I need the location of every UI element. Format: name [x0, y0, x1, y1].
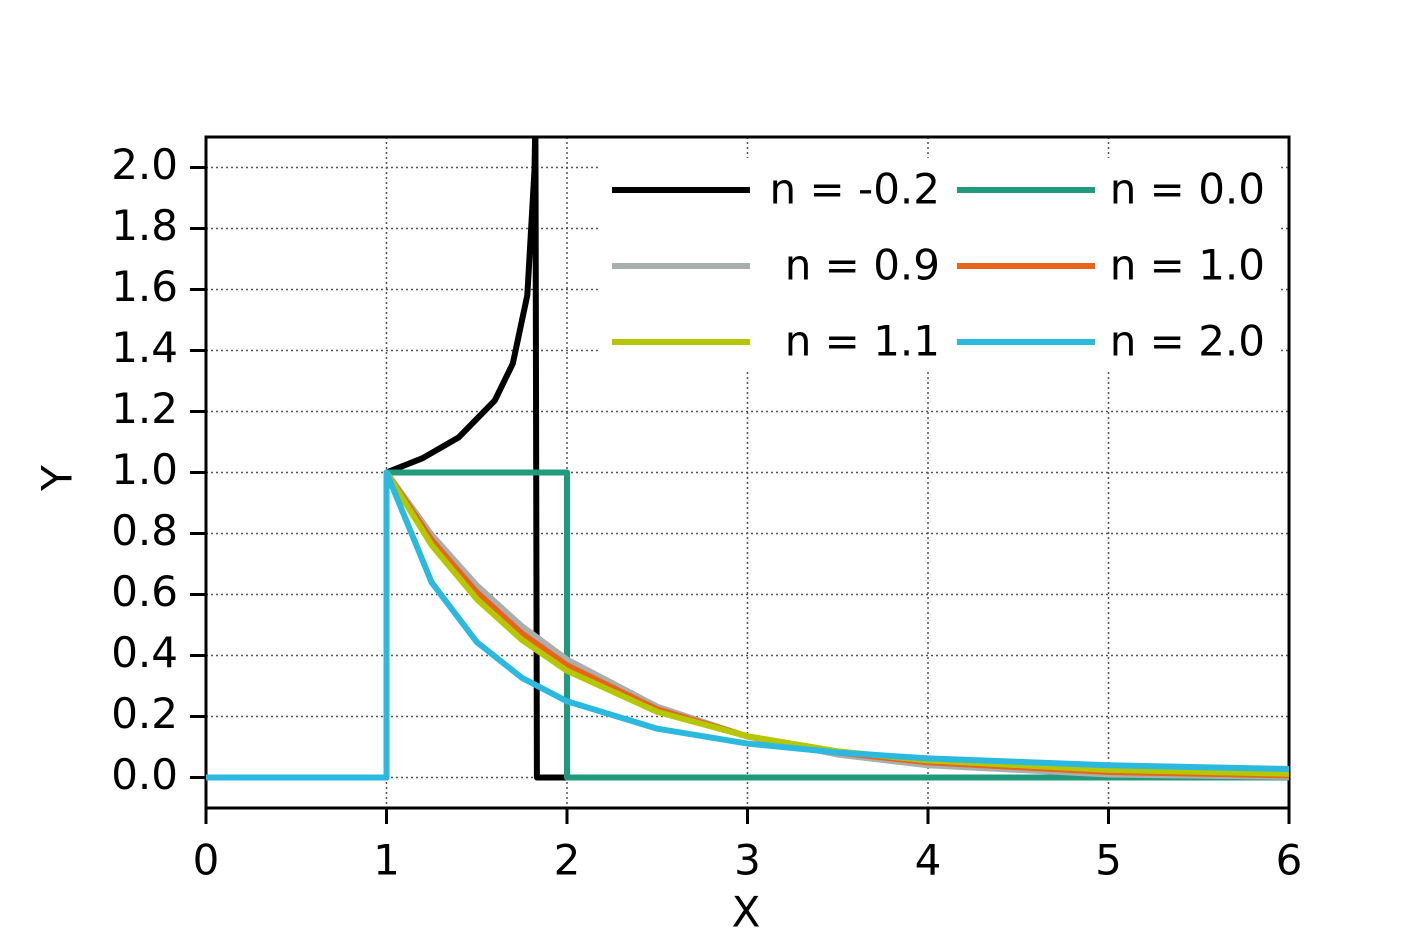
y-tick-label: 1.8 — [111, 201, 178, 250]
y-tick-label: 2.0 — [111, 140, 178, 189]
legend-label: n = 1.1 — [785, 317, 940, 366]
legend-label: n = -0.2 — [770, 165, 940, 214]
y-tick-label: 1.0 — [111, 445, 178, 494]
legend-label: n = 1.0 — [1110, 241, 1265, 290]
x-tick-label: 0 — [193, 836, 220, 885]
legend-label: n = 0.0 — [1110, 165, 1265, 214]
y-tick-label: 1.4 — [111, 323, 178, 372]
y-tick-label: 0.6 — [111, 567, 178, 616]
x-tick-label: 4 — [915, 836, 942, 885]
legend-label: n = 0.9 — [785, 241, 940, 290]
y-tick-label: 0.0 — [111, 750, 178, 799]
y-tick-label: 0.4 — [111, 628, 178, 677]
y-axis-label: Y — [33, 465, 82, 492]
plot-area — [206, 137, 1289, 781]
x-tick-label: 6 — [1276, 836, 1303, 885]
x-tick-label: 1 — [373, 836, 400, 885]
x-tick-label: 5 — [1095, 836, 1122, 885]
y-tick-label: 0.8 — [111, 506, 178, 555]
y-tick-label: 0.2 — [111, 689, 178, 738]
x-tick-label: 3 — [734, 836, 761, 885]
x-tick-label: 2 — [554, 836, 581, 885]
legend-label: n = 2.0 — [1110, 317, 1265, 366]
x-axis-label: X — [732, 888, 761, 937]
series-line — [206, 469, 1289, 781]
y-tick-label: 1.2 — [111, 384, 178, 433]
plot-frame — [204, 135, 1291, 810]
y-tick-label: 1.6 — [111, 262, 178, 311]
